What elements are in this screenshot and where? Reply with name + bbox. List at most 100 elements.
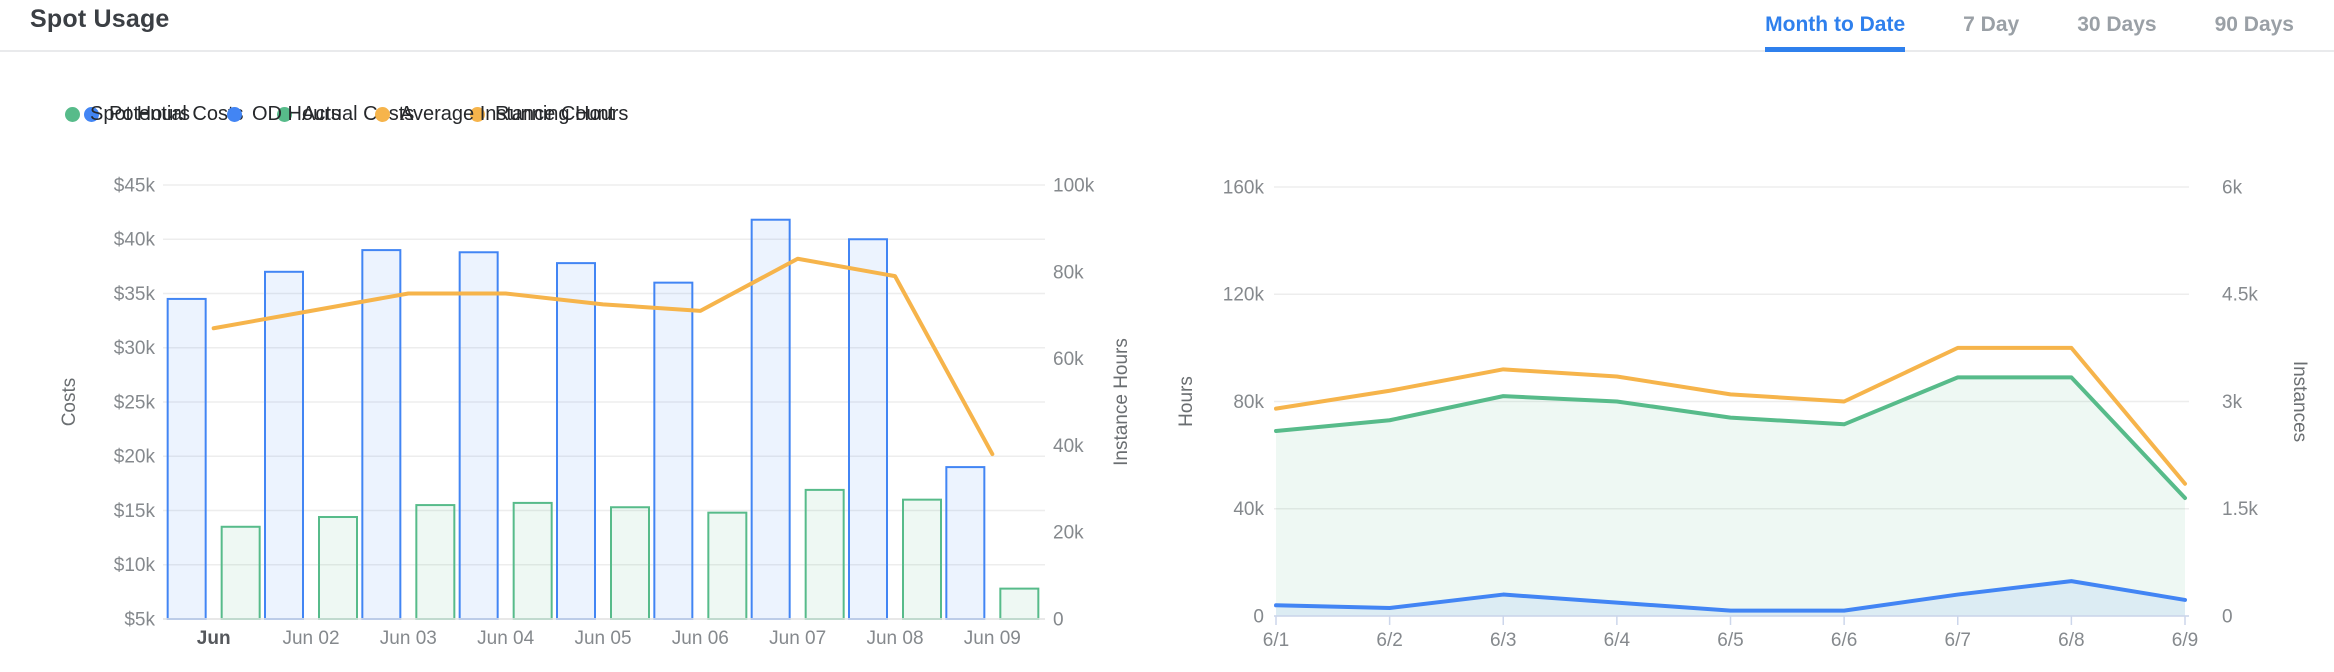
actual-costs-bar-jun-02 [318, 516, 358, 621]
y-axis-right-tick-label: 3k [2222, 392, 2243, 413]
x-axis-tick-label: Jun 06 [672, 628, 729, 649]
y-axis-left-tick-label: 80k [1233, 392, 1264, 413]
actual-costs-bar-jun-09 [999, 587, 1040, 620]
header: Spot Usage Month to Date 7 Day 30 Days 90 D… [0, 0, 2334, 52]
x-axis-tick-label: 6/2 [1376, 630, 1402, 651]
x-axis-tick-label: Jun 05 [574, 628, 631, 649]
legend-item-running-hours[interactable]: Running Hours [470, 103, 628, 126]
y-axis-right-tick-label: 6k [2222, 177, 2243, 198]
potential-costs-legend-dot-icon [84, 107, 99, 122]
actual-costs-bar-jun-06 [707, 511, 748, 621]
od-hours-legend-dot-icon [227, 107, 242, 122]
x-axis-tick-label: 6/5 [1717, 630, 1743, 651]
y-axis-right-tick-label: 100k [1053, 175, 1095, 196]
y-axis-left-tick-label: $45k [114, 175, 156, 196]
actual-costs-bar-jun-03 [415, 504, 456, 621]
running-hours-line [211, 256, 995, 457]
y-axis-right-tick-label: 0 [2222, 606, 2233, 627]
y-axis-right-title: Instance Hours [1111, 338, 1132, 466]
y-axis-left-tick-label: $20k [114, 447, 156, 468]
od-hours-line [1274, 579, 2187, 613]
spot-hours-legend-dot-icon [65, 107, 80, 122]
tab-30-days[interactable]: 30 Days [2077, 13, 2157, 36]
potential-costs-bar-jun [166, 297, 207, 621]
actual-costs-legend-dot-icon [277, 107, 292, 122]
y-axis-left-tick-label: $15k [114, 501, 156, 522]
x-axis-tick-label: Jun 07 [769, 628, 826, 649]
legend-item-potential-costs[interactable]: Potential Costs [84, 103, 244, 126]
y-axis-right-tick-label: 4.5k [2222, 285, 2258, 306]
actual-costs-bars [220, 488, 1040, 621]
costs-chart: $5k $10k $15k $20k $25k $30k $35k $40k $45k 0 20k 4… [59, 175, 1132, 649]
x-axis-tick-label: Jun 04 [477, 628, 534, 649]
legend-label: OD Hours [252, 103, 341, 125]
actual-costs-bar-jun-05 [610, 506, 650, 620]
potential-costs-bar-jun-09 [945, 466, 986, 620]
x-axis-tick-label: Jun 09 [964, 628, 1021, 649]
y-axis-right-tick-label: 40k [1053, 436, 1084, 457]
x-axis-tick-label: Jun [197, 628, 231, 649]
y-axis-right-tick-label: 80k [1053, 262, 1084, 283]
y-axis-left-tick-label: $25k [114, 392, 156, 413]
x-axis-tick-label: 6/6 [1831, 630, 1857, 651]
y-axis-right-tick-label: 20k [1053, 523, 1084, 544]
running-hours-legend-dot-icon [470, 107, 485, 122]
y-axis-left-tick-label: $10k [114, 555, 156, 576]
legend-item-spot-hours[interactable]: Spot Hours [65, 103, 190, 126]
y-axis-right-title: Instances [2289, 361, 2310, 442]
hours-chart-legend: Spot Hours OD Hours Average Instance Count [0, 103, 2334, 133]
x-axis-tick-label: 6/8 [2058, 630, 2084, 651]
y-axis-right-tick-label: 1.5k [2222, 499, 2258, 520]
costs-chart-legend: Potential Costs Actual Costs Running Hours [0, 103, 2334, 133]
potential-costs-bar-jun-05 [556, 262, 596, 621]
spot-hours-line [1274, 375, 2187, 501]
tab-90-days[interactable]: 90 Days [2214, 13, 2294, 36]
y-axis-left-tick-label: 0 [1253, 606, 1264, 627]
x-axis-tick-label: 6/3 [1490, 630, 1516, 651]
legend-label: Spot Hours [90, 103, 191, 125]
average-instance-count-line [1274, 345, 2187, 486]
x-axis-tick-label: 6/9 [2172, 630, 2198, 651]
tab-7-day[interactable]: 7 Day [1963, 13, 2020, 36]
actual-costs-bar-jun-04 [512, 501, 553, 620]
y-axis-left-tick-label: $5k [124, 609, 155, 630]
y-axis-right-tick-label: 0 [1053, 609, 1064, 630]
y-axis-left-title: Hours [1176, 376, 1197, 427]
page-title: Spot Usage [30, 5, 170, 33]
y-axis-left-title: Costs [59, 378, 80, 427]
y-axis-left-tick-label: 120k [1223, 285, 1265, 306]
actual-costs-bar-jun-08 [902, 498, 942, 620]
x-axis-tick-label: 6/1 [1263, 630, 1289, 651]
potential-costs-bars [166, 218, 986, 621]
potential-costs-bar-jun-04 [458, 251, 499, 621]
x-axis-tick-label: Jun 08 [866, 628, 923, 649]
x-axis-tick-label: Jun 03 [380, 628, 437, 649]
legend-item-average-instance-count[interactable]: Average Instance Count [375, 103, 614, 126]
actual-costs-bar-jun [220, 525, 261, 620]
legend-label: Potential Costs [109, 103, 244, 125]
average-instance-count-legend-dot-icon [375, 107, 390, 122]
potential-costs-bar-jun-08 [848, 238, 888, 620]
actual-costs-bar-jun-07 [804, 488, 845, 621]
time-range-tabs: Month to Date 7 Day 30 Days 90 Days [1765, 0, 2294, 52]
y-axis-left-tick-label: $30k [114, 338, 156, 359]
y-axis-left-tick-label: 160k [1223, 177, 1265, 198]
od-hours-area [1276, 581, 2185, 616]
x-axis-tick-label: Jun 02 [282, 628, 339, 649]
y-axis-right-tick-label: 60k [1053, 349, 1084, 370]
hours-chart: 0 40k 80k 120k 160k 0 1.5k 3k 4.5k 6k Hours Instanc… [1176, 177, 2310, 651]
x-axis-tick-label: 6/7 [1945, 630, 1971, 651]
x-axis-tick-label: 6/4 [1604, 630, 1631, 651]
potential-costs-bar-jun-03 [361, 249, 402, 620]
y-axis-left-tick-label: 40k [1233, 499, 1264, 520]
tab-month-to-date[interactable]: Month to Date [1765, 0, 1905, 52]
potential-costs-bar-jun-06 [653, 281, 694, 621]
legend-label: Average Instance Count [400, 103, 615, 125]
legend-label: Running Hours [495, 103, 629, 125]
potential-costs-bar-jun-02 [264, 270, 304, 621]
y-axis-left-tick-label: $35k [114, 284, 156, 305]
legend-item-od-hours[interactable]: OD Hours [227, 103, 341, 126]
y-axis-left-tick-label: $40k [114, 230, 156, 251]
spot-hours-area [1276, 377, 2185, 616]
